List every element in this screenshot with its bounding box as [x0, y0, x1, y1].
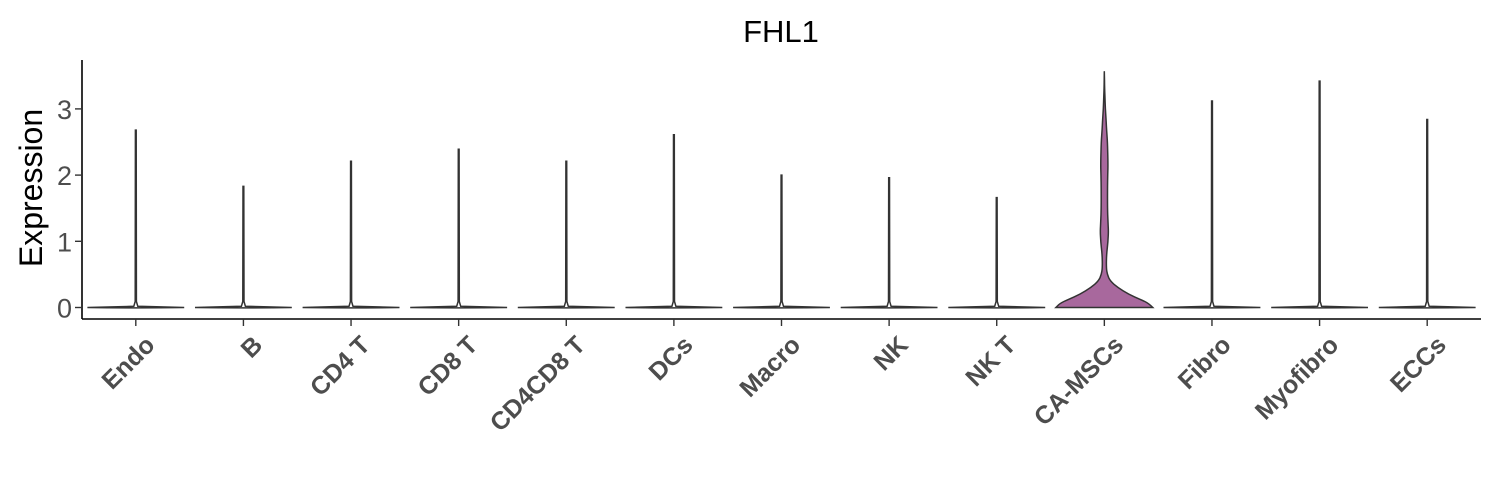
- violin-cd4cd8-t: [517, 160, 615, 309]
- violin-cd8-t: [410, 148, 508, 309]
- violin-eccs: [1378, 118, 1476, 309]
- y-ticks: 0 1 2 3: [57, 95, 82, 324]
- violin-nk-t: [948, 196, 1046, 309]
- violin-myofibro: [1271, 80, 1369, 309]
- x-tick-label: NK: [868, 331, 913, 376]
- x-tick-label: Macro: [734, 331, 806, 403]
- y-tick-label: 0: [57, 294, 72, 324]
- violin-cd4-t: [302, 160, 400, 309]
- violin-fibro: [1163, 100, 1261, 309]
- violin-dcs: [625, 133, 723, 309]
- violin-endo: [87, 129, 185, 309]
- y-tick-label: 2: [57, 161, 72, 191]
- violin-ca-mscs: [1054, 71, 1155, 309]
- x-tick-label: CA-MSCs: [1029, 331, 1129, 431]
- x-tick-label: CD4CD8 T: [485, 331, 591, 437]
- chart-title: FHL1: [743, 14, 819, 49]
- violin-macro: [733, 174, 830, 309]
- violins-layer: [87, 71, 1476, 309]
- x-tick-label: CD8 T: [412, 331, 483, 402]
- violin-nk: [840, 176, 938, 309]
- x-tick-label: Endo: [96, 331, 160, 395]
- y-axis-label: Expression: [13, 109, 49, 267]
- y-tick-label: 3: [57, 95, 72, 125]
- x-tick-label: Myofibro: [1250, 331, 1344, 425]
- y-tick-label: 1: [57, 227, 72, 257]
- x-tick-label: ECCs: [1385, 331, 1452, 398]
- x-tick-label: CD4 T: [305, 331, 376, 402]
- x-tick-label: NK T: [960, 331, 1021, 392]
- x-tick-label: DCs: [643, 331, 698, 386]
- x-tick-label: Fibro: [1173, 331, 1237, 395]
- x-tick-label: B: [236, 331, 269, 364]
- violin-b: [194, 185, 292, 309]
- x-ticks: Endo B CD4 T CD8 T CD4CD8 T DCs Macro NK NK T CA-…: [96, 319, 1452, 437]
